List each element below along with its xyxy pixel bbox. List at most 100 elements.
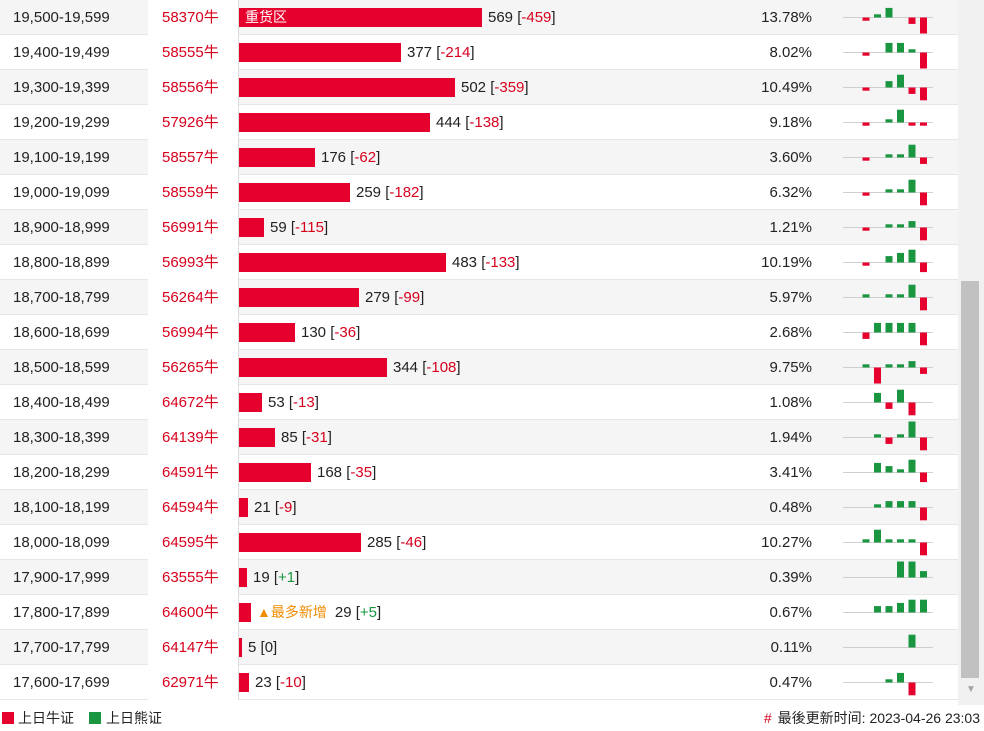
sparkline-bull-bar (920, 437, 927, 451)
warrant-code-cell: 56991牛 (148, 210, 238, 245)
sparkline-bull-bar (908, 87, 916, 94)
warrant-code-link[interactable]: 62971牛 (162, 674, 219, 691)
scroll-down-arrow-icon[interactable]: ▼ (966, 684, 976, 695)
price-range: 19,000-19,099 (13, 184, 110, 201)
quantity-value: 279 [-99] (365, 289, 425, 306)
quantity-value: 569 [-459] (488, 9, 556, 26)
sparkline-bear-bar (908, 49, 916, 53)
quantity-number: 285 (367, 534, 393, 551)
sparkline-bear-bar (908, 459, 916, 473)
warrant-code-link[interactable]: 64594牛 (162, 499, 219, 516)
table-row[interactable]: 18,400-18,499 64672牛 53 [-13] 1.08% (0, 385, 958, 420)
sparkline-bear-bar (908, 361, 916, 368)
table-row[interactable]: 18,600-18,699 56994牛 130 [-36] 2.68% (0, 315, 958, 350)
warrant-code-link[interactable]: 64147牛 (162, 639, 219, 656)
column-divider (238, 175, 239, 210)
sparkline-bear-bar (920, 599, 927, 613)
bear-legend-label: 上日熊证 (106, 710, 162, 726)
sparkline-bear-bar (897, 434, 904, 438)
table-row[interactable]: 18,700-18,799 56264牛 279 [-99] 5.97% (0, 280, 958, 315)
table-row[interactable]: 19,100-19,199 58557牛 176 [-62] 3.60% (0, 140, 958, 175)
quantity-bar (239, 358, 387, 377)
percentage: 9.75% (769, 359, 812, 376)
percentage: 3.60% (769, 149, 812, 166)
sparkline-bull-bar (920, 367, 927, 374)
quantity-value: 344 [-108] (393, 359, 461, 376)
table-row[interactable]: 19,500-19,599 58370牛 重货区 569 [-459] 13.78% (0, 0, 958, 35)
table-row[interactable]: 18,800-18,899 56993牛 483 [-133] 10.19% (0, 245, 958, 280)
quantity-number: 444 (436, 114, 462, 131)
warrant-code-link[interactable]: 56264牛 (162, 289, 219, 306)
table-row[interactable]: 19,000-19,099 58559牛 259 [-182] 6.32% (0, 175, 958, 210)
quantity-number: 21 (254, 499, 271, 516)
warrant-code-link[interactable]: 58557牛 (162, 149, 219, 166)
warrant-code-link[interactable]: 58555牛 (162, 44, 219, 61)
quantity-change: -13 (293, 394, 315, 411)
vertical-scrollbar[interactable]: ▼ (958, 0, 984, 705)
warrant-code-cell: 58559牛 (148, 175, 238, 210)
warrant-code-link[interactable]: 63555牛 (162, 569, 219, 586)
warrant-code-link[interactable]: 64595牛 (162, 534, 219, 551)
column-divider (238, 665, 239, 700)
table-row[interactable]: 19,300-19,399 58556牛 502 [-359] 10.49% (0, 70, 958, 105)
sparkline-bull-bar (908, 682, 916, 696)
quantity-bar: 重货区 (239, 8, 482, 27)
sparkline-bear-bar (897, 501, 904, 508)
quantity-number: 23 (255, 674, 272, 691)
scrollbar-thumb[interactable] (961, 281, 979, 678)
warrant-code-cell: 64591牛 (148, 455, 238, 490)
sparkline-bear-bar (897, 42, 904, 53)
table-row[interactable]: 18,100-18,199 64594牛 21 [-9] 0.48% (0, 490, 958, 525)
quantity-number: 53 (268, 394, 285, 411)
warrant-code-cell: 56994牛 (148, 315, 238, 350)
percentage: 10.27% (761, 534, 812, 551)
warrant-code-link[interactable]: 56994牛 (162, 324, 219, 341)
sparkline-bear-bar (897, 469, 904, 473)
table-row[interactable]: 17,800-17,899 64600牛 ▲最多新增 29 [+5] 0.67% (0, 595, 958, 630)
table-row[interactable]: 19,400-19,499 58555牛 377 [-214] 8.02% (0, 35, 958, 70)
quantity-value: 53 [-13] (268, 394, 319, 411)
price-range: 18,500-18,599 (13, 359, 110, 376)
table-row[interactable]: 18,300-18,399 64139牛 85 [-31] 1.94% (0, 420, 958, 455)
warrant-code-link[interactable]: 56991牛 (162, 219, 219, 236)
table-row[interactable]: 17,600-17,699 62971牛 23 [-10] 0.47% (0, 665, 958, 700)
warrant-code-link[interactable]: 64600牛 (162, 604, 219, 621)
table-row[interactable]: 18,200-18,299 64591牛 168 [-35] 3.41% (0, 455, 958, 490)
quantity-change: -138 (469, 114, 500, 131)
history-sparkline (843, 599, 933, 613)
sparkline-bear-bar (885, 42, 893, 53)
quantity-change: +1 (278, 569, 296, 586)
warrant-code-link[interactable]: 64672牛 (162, 394, 219, 411)
warrant-code-link[interactable]: 58556牛 (162, 79, 219, 96)
sparkline-bull-bar (920, 262, 927, 273)
sparkline-bear-bar (874, 606, 881, 613)
quantity-bar (239, 218, 264, 237)
sparkline-bear-bar (897, 224, 904, 228)
history-sparkline (843, 179, 933, 206)
warrant-code-link[interactable]: 58559牛 (162, 184, 219, 201)
sparkline-bear-bar (885, 322, 893, 333)
table-row[interactable]: 18,500-18,599 56265牛 344 [-108] 9.75% (0, 350, 958, 385)
legend-bar: 上日牛证 上日熊证 # 最後更新时间: 2023-04-26 23:03 (0, 705, 984, 731)
table-row[interactable]: 18,900-18,999 56991牛 59 [-115] 1.21% (0, 210, 958, 245)
quantity-change: -31 (306, 429, 328, 446)
warrant-code-cell: 58556牛 (148, 70, 238, 105)
quantity-change: -99 (398, 289, 421, 306)
warrant-code-link[interactable]: 58370牛 (162, 9, 219, 26)
table-row[interactable]: 19,200-19,299 57926牛 444 [-138] 9.18% (0, 105, 958, 140)
sparkline-bear-bar (885, 364, 893, 368)
warrant-code-link[interactable]: 64591牛 (162, 464, 219, 481)
sparkline-bull-bar (920, 192, 927, 206)
quantity-bar (239, 113, 430, 132)
quantity-change: 0 (264, 639, 274, 656)
warrant-code-link[interactable]: 57926牛 (162, 114, 219, 131)
sparkline-bear-bar (885, 679, 893, 683)
quantity-change: -459 (521, 9, 552, 26)
warrant-code-link[interactable]: 56993牛 (162, 254, 219, 271)
warrant-code-link[interactable]: 56265牛 (162, 359, 219, 376)
warrant-code-link[interactable]: 64139牛 (162, 429, 219, 446)
quantity-bar (239, 673, 249, 692)
table-row[interactable]: 17,900-17,999 63555牛 19 [+1] 0.39% (0, 560, 958, 595)
table-row[interactable]: 18,000-18,099 64595牛 285 [-46] 10.27% (0, 525, 958, 560)
table-row[interactable]: 17,700-17,799 64147牛 5 [0] 0.11% (0, 630, 958, 665)
